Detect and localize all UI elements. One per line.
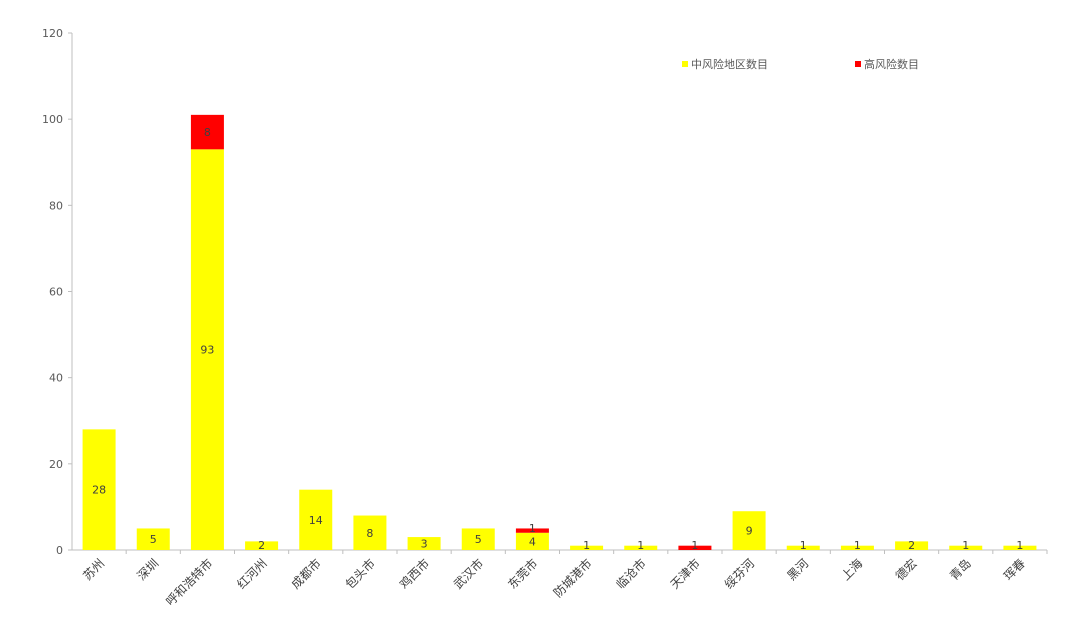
bar-medium-risk [136,528,170,550]
y-tick-label: 80 [49,199,63,212]
bar-high-risk [190,114,224,150]
data-label-medium-risk: 5 [150,533,157,546]
x-tick-label: 防城港市 [550,556,595,601]
data-label-high-risk: 8 [204,126,211,139]
y-tick-label: 60 [49,286,63,299]
x-tick-label: 苏州 [80,556,107,583]
bar-medium-risk [624,545,658,550]
data-label-medium-risk: 1 [1016,539,1023,552]
bar-medium-risk [1003,545,1037,550]
x-tick-label: 成都市 [288,556,324,592]
data-label-high-risk: 1 [529,522,536,535]
x-tick-label: 包头市 [342,556,378,592]
data-label-medium-risk: 3 [421,538,428,551]
y-tick-label: 20 [49,458,63,471]
data-label-medium-risk: 8 [366,527,373,540]
data-label-medium-risk: 2 [908,539,915,552]
legend-swatch-medium-risk [682,61,688,67]
x-tick-label: 上海 [838,556,866,584]
x-tick-label: 深圳 [134,556,161,583]
data-label-medium-risk: 2 [258,539,265,552]
x-tick-label: 绥芬河 [722,556,757,591]
x-tick-label: 武汉市 [450,556,486,592]
data-label-medium-risk: 5 [475,533,482,546]
x-tick-label: 红河州 [234,556,270,592]
bar-medium-risk [299,489,333,550]
bar-medium-risk [190,149,224,550]
bar-medium-risk [732,511,766,550]
data-label-medium-risk: 1 [800,539,807,552]
data-label-medium-risk: 28 [92,484,106,497]
bar-medium-risk [515,532,549,550]
data-label-medium-risk: 1 [962,539,969,552]
x-tick-label: 鸡西市 [396,556,432,592]
data-label-medium-risk: 14 [309,514,323,527]
x-tick-label: 天津市 [667,556,703,592]
y-tick-label: 0 [56,544,63,557]
bar-medium-risk [353,515,387,550]
bar-medium-risk [895,541,929,550]
bar-medium-risk [407,537,441,550]
bar-medium-risk [570,545,604,550]
legend: 中风险地区数目 高风险数目 [682,56,982,76]
x-tick-label: 德宏 [892,556,920,584]
legend-label-high-risk: 高风险数目 [864,58,919,71]
legend-swatch-high-risk [855,61,861,67]
legend-label-medium-risk: 中风险地区数目 [691,58,768,71]
bar-medium-risk [245,541,279,550]
data-label-medium-risk: 1 [854,539,861,552]
y-tick-label: 120 [42,27,63,40]
legend-item-high-risk: 高风险数目 [855,56,919,72]
legend-item-medium-risk: 中风险地区数目 [682,56,768,72]
bar-medium-risk [461,528,495,550]
x-tick-label: 黑河 [784,556,811,583]
bar-medium-risk [840,545,874,550]
bar-medium-risk [786,545,820,550]
x-tick-label: 青岛 [946,556,974,584]
bar-medium-risk [82,429,116,550]
bar-high-risk [678,545,712,550]
bar-high-risk [515,528,549,533]
x-tick-label: 临沧市 [613,556,649,592]
data-label-medium-risk: 93 [200,344,214,357]
data-label-medium-risk: 9 [746,525,753,538]
data-label-high-risk: 1 [691,539,698,552]
y-tick-label: 40 [49,372,63,385]
data-label-medium-risk: 4 [529,535,536,548]
y-tick-label: 100 [42,113,63,126]
x-tick-label: 珲春 [1001,556,1028,583]
bar-medium-risk [949,545,983,550]
x-tick-label: 呼和浩特市 [162,556,215,609]
data-label-medium-risk: 1 [637,539,644,552]
x-tick-label: 东莞市 [504,556,540,592]
data-label-medium-risk: 1 [583,539,590,552]
